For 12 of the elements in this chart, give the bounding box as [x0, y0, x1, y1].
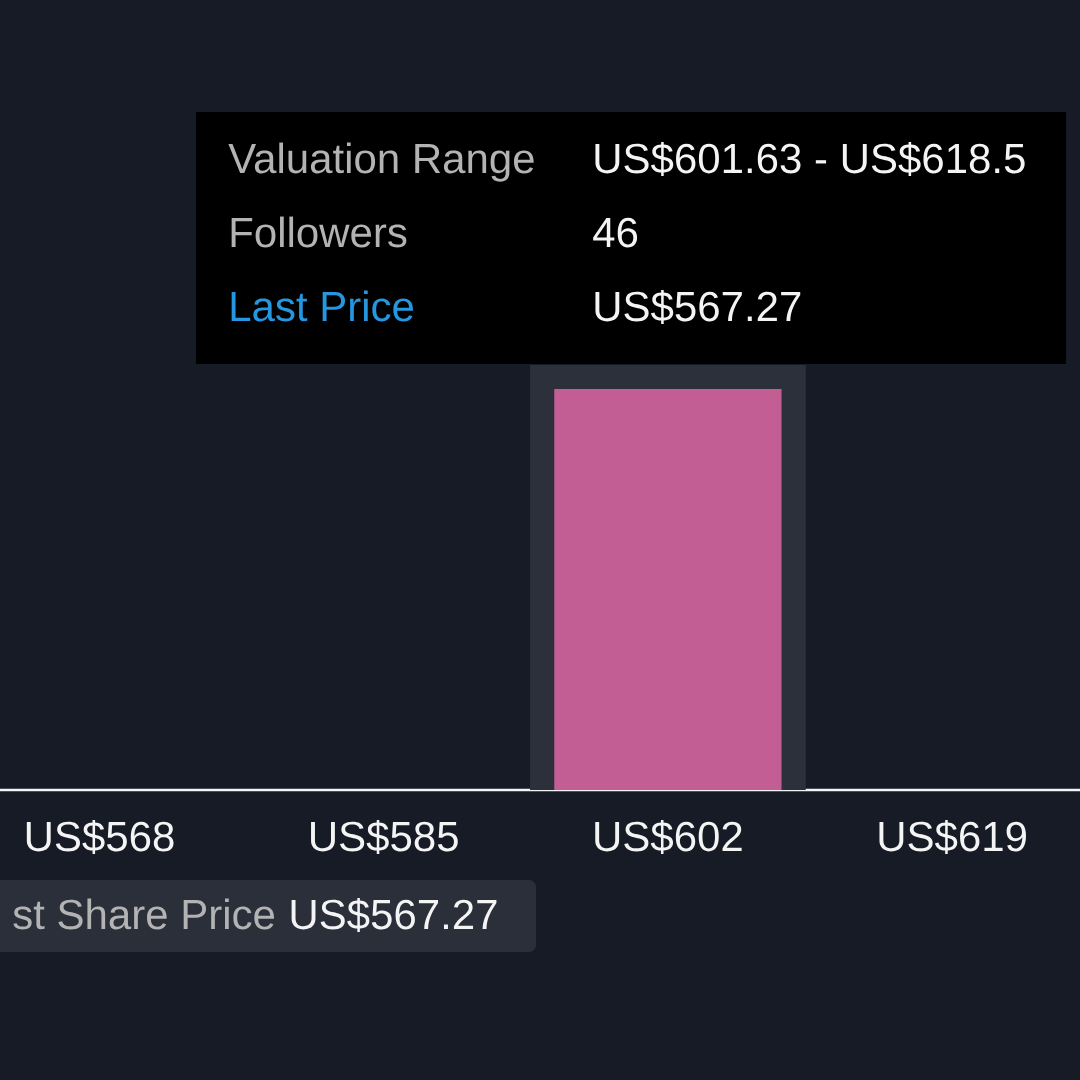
text: Followers: [231, 216, 407, 248]
text: 46: [593, 217, 638, 248]
x-tick-label: US$585: [311, 819, 458, 854]
text: US$567.27: [595, 289, 801, 324]
x-tick-label: US$619: [879, 819, 1026, 854]
text: US$601.63 - US$618.5: [595, 141, 1025, 176]
text: st Share Price: [13, 898, 275, 930]
x-tick-label: US$602: [595, 819, 742, 854]
text: Valuation Range: [228, 142, 534, 182]
text: Last Price: [231, 290, 414, 322]
x-tick-label: US$568: [26, 819, 174, 854]
text: US$567.27: [291, 897, 497, 932]
